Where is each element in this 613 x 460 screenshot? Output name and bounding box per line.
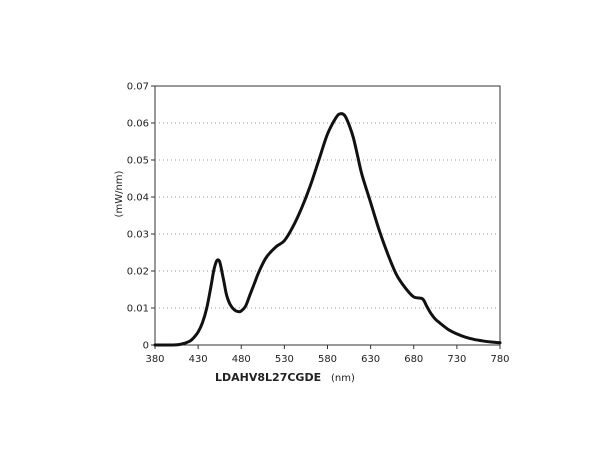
y-tick-label: 0.06	[127, 119, 149, 130]
x-axis-label: (nm)	[331, 373, 355, 384]
chart-caption: LDAHV8L27CGDE	[215, 371, 321, 384]
x-tick-label: 630	[361, 354, 380, 365]
x-tick-label: 380	[145, 354, 164, 365]
x-tick-label: 530	[275, 354, 294, 365]
y-axis-ticks: 0 0.01 0.02 0.03 0.04 0.05 0.06 0.07	[127, 82, 155, 352]
x-axis-ticks: 380 430 480 530 580 630 680 730 780	[145, 345, 510, 365]
grid-lines	[155, 122, 500, 309]
y-tick-label: 0.03	[127, 230, 149, 241]
x-tick-label: 730	[447, 354, 466, 365]
y-tick-label: 0.04	[127, 193, 149, 204]
x-tick-label: 780	[490, 354, 509, 365]
y-axis-label: (mW/nm)	[114, 170, 125, 217]
y-tick-label: 0.01	[127, 304, 149, 315]
x-tick-label: 680	[404, 354, 423, 365]
x-tick-label: 580	[318, 354, 337, 365]
y-tick-label: 0.05	[127, 156, 149, 167]
x-tick-label: 480	[232, 354, 251, 365]
y-tick-label: 0.02	[127, 267, 149, 278]
spectrum-line	[153, 112, 502, 347]
y-tick-label: 0	[143, 341, 149, 352]
plot-area	[154, 85, 501, 346]
x-tick-label: 430	[189, 354, 208, 365]
y-tick-label: 0.07	[127, 82, 149, 93]
